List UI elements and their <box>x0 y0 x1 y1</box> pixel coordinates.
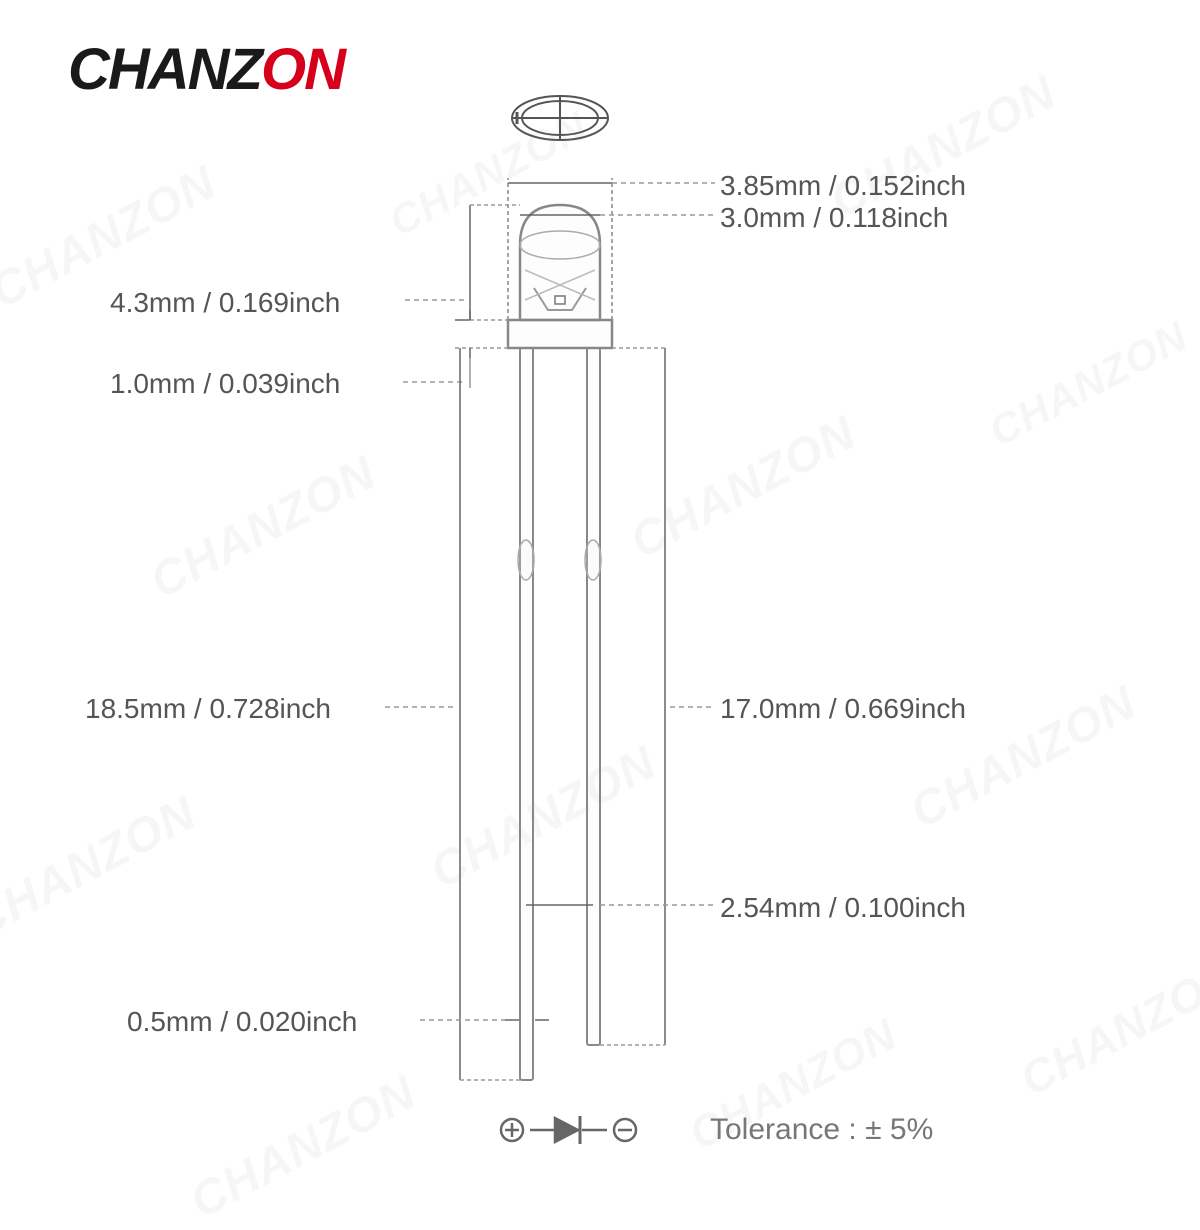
dim-flange-height: 1.0mm / 0.039inch <box>110 368 340 400</box>
tolerance-note: Tolerance : ± 5% <box>710 1113 933 1147</box>
dim-leg-long: 18.5mm / 0.728inch <box>85 693 331 725</box>
dim-leg-pitch: 2.54mm / 0.100inch <box>720 892 966 924</box>
dim-lens-height: 4.3mm / 0.169inch <box>110 287 340 319</box>
diode-symbol <box>501 1116 636 1144</box>
dim-flange-width: 3.85mm / 0.152inch <box>720 170 966 202</box>
dim-leg-thick: 0.5mm / 0.020inch <box>127 1006 357 1038</box>
top-view-icon <box>512 96 608 140</box>
led-body <box>508 205 612 348</box>
dim-lens-diameter: 3.0mm / 0.118inch <box>720 202 948 234</box>
led-legs <box>518 348 601 1080</box>
dim-leg-short: 17.0mm / 0.669inch <box>720 693 966 725</box>
